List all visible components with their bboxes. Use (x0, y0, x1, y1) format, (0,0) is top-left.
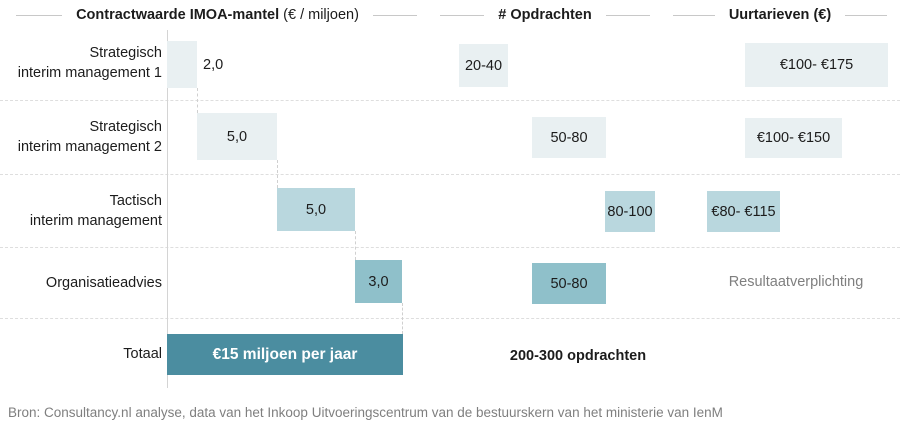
row-label-line: interim management (29, 213, 162, 229)
waterfall-connector (277, 160, 278, 188)
row-label-line: interim management 2 (17, 139, 162, 155)
header-uurtarieven: Uurtarieven (€) (660, 4, 900, 26)
opdrachten-value: 50-80 (550, 129, 588, 146)
opdrachten-box-tactisch: 80-100 (605, 191, 655, 232)
resultaatverplichting-note: Resultaatverplichting (728, 274, 864, 290)
contract-total-label: €15 miljoen per jaar (212, 345, 358, 363)
header-contractwaarde-bold: Contractwaarde IMOA-mantel (76, 7, 280, 23)
waterfall-connector (402, 303, 403, 334)
waterfall-connector (355, 231, 356, 260)
header-rule (16, 14, 63, 16)
source-attribution: Bron: Consultancy.nl analyse, data van h… (8, 405, 723, 420)
row-label-strategisch-1: Strategisch interim management 1 (0, 43, 162, 83)
row-label-line: interim management 1 (17, 65, 162, 81)
contract-total-bar: €15 miljoen per jaar (167, 334, 403, 375)
contract-bar-organisatieadvies: 3,0 (355, 260, 402, 303)
opdrachten-box-organisatieadvies: 50-80 (532, 263, 606, 304)
row-separator (0, 174, 900, 175)
opdrachten-box-strategisch-2: 50-80 (532, 117, 606, 158)
row-label-line: Tactisch (109, 193, 162, 209)
header-rule (672, 14, 715, 16)
opdrachten-value: 80-100 (607, 203, 653, 220)
opdrachten-box-strategisch-1: 20-40 (459, 44, 508, 87)
row-label-totaal: Totaal (0, 344, 162, 364)
value-axis-line (167, 30, 168, 388)
uurtarief-box-strategisch-2: €100- €150 (745, 118, 842, 158)
uurtarief-box-strategisch-1: €100- €175 (745, 43, 888, 87)
waterfall-connector (197, 88, 198, 113)
contract-bar-value-label: 2,0 (203, 56, 224, 73)
row-label-tactisch: Tactisch interim management (0, 191, 162, 231)
row-label-line: Totaal (123, 346, 162, 362)
row-label-line: Strategisch (89, 119, 162, 135)
row-separator (0, 247, 900, 248)
row-label-strategisch-2: Strategisch interim management 2 (0, 117, 162, 157)
header-rule (605, 14, 650, 16)
header-rule (845, 14, 888, 16)
header-contractwaarde-title: Contractwaarde IMOA-mantel (€ / miljoen) (76, 7, 359, 23)
row-separator (0, 100, 900, 101)
header-uurtarieven-title: Uurtarieven (€) (728, 7, 832, 23)
header-contractwaarde-unit: (€ / miljoen) (283, 7, 359, 23)
row-separator (0, 318, 900, 319)
opdrachten-total-text: 200-300 opdrachten (509, 348, 647, 364)
uurtarief-value: €100- €175 (779, 57, 854, 73)
contract-bar-tactisch: 5,0 (277, 188, 355, 231)
contract-bar-strategisch-1 (167, 41, 197, 88)
opdrachten-value: 20-40 (464, 57, 503, 74)
row-label-organisatieadvies: Organisatieadvies (0, 273, 162, 293)
contract-bar-strategisch-2: 5,0 (197, 113, 277, 160)
header-contractwaarde: Contractwaarde IMOA-mantel (€ / miljoen) (0, 4, 433, 26)
header-opdrachten-title: # Opdrachten (498, 7, 592, 23)
header-rule (440, 14, 485, 16)
contract-bar-value-label: 3,0 (368, 273, 389, 290)
uurtarief-value: €80- €115 (711, 203, 776, 220)
row-label-line: Organisatieadvies (45, 275, 162, 291)
contract-bar-value-label: 5,0 (305, 201, 327, 218)
opdrachten-value: 50-80 (550, 275, 588, 292)
header-rule (372, 14, 417, 16)
uurtarief-value: €100- €150 (756, 130, 831, 146)
uurtarief-box-tactisch: €80- €115 (707, 191, 780, 232)
contract-bar-value-label: 5,0 (226, 128, 248, 145)
header-opdrachten: # Opdrachten (437, 4, 653, 26)
row-label-line: Strategisch (89, 45, 162, 61)
